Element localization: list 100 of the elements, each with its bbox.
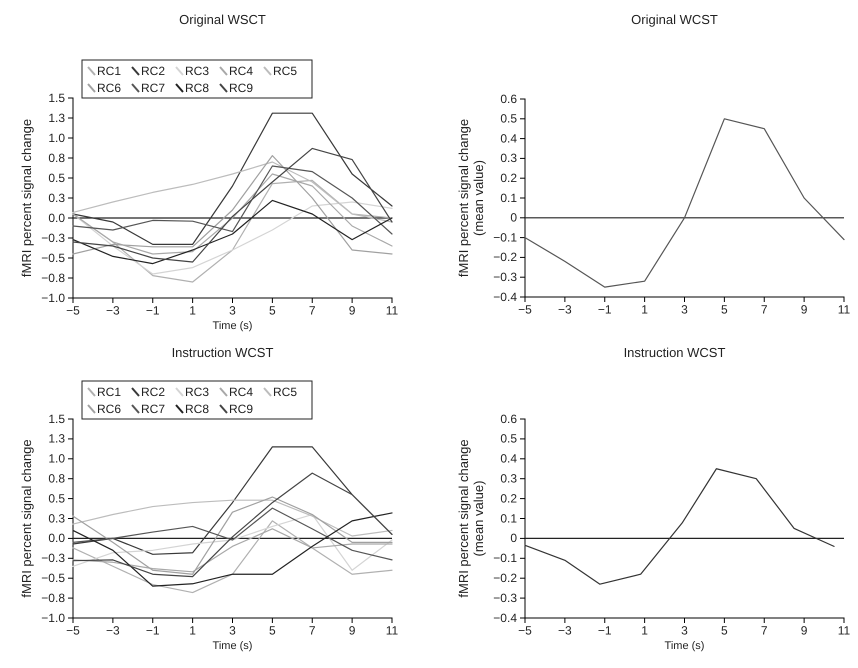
y-tick-label: 1.3 (48, 432, 66, 446)
x-axis-title: Time (s) (212, 640, 252, 652)
x-tick-label: −1 (146, 624, 160, 638)
x-tick-label: −3 (106, 624, 120, 638)
y-tick-label: −1.0 (41, 610, 66, 625)
y-tick-label: −0.8 (41, 590, 66, 605)
x-tick-label: 1 (641, 624, 648, 638)
y-tick-label: 0.6 (500, 412, 518, 426)
y-tick-label: 0.8 (48, 150, 66, 165)
x-tick-label: 11 (838, 302, 851, 317)
x-tick-label: 1 (189, 304, 196, 318)
x-tick-label: 11 (386, 624, 399, 638)
x-tick-label: 5 (721, 302, 728, 317)
x-axis-title: Time (s) (664, 640, 704, 652)
x-axis-title: Time (s) (212, 320, 252, 332)
y-tick-label: 0.5 (500, 112, 518, 126)
y-tick-label: 0 (510, 531, 518, 546)
y-tick-label: 0.0 (48, 531, 66, 546)
x-tick-label: −3 (558, 302, 572, 317)
x-tick-label: −5 (518, 302, 532, 317)
y-axis-title: fMRI percent signal change (19, 439, 34, 598)
y-axis-title: fMRI percent signal change (19, 118, 34, 278)
x-tick-label: 9 (348, 304, 356, 318)
x-tick-label: 5 (721, 624, 728, 638)
y-tick-label: 0.3 (500, 472, 518, 486)
chart-title: Original WCST (631, 12, 718, 27)
legend-label: RC9 (229, 81, 254, 95)
y-tick-label: 0.8 (48, 472, 66, 486)
chart-title: Original WSCT (179, 12, 266, 27)
y-tick-label: −0.1 (493, 230, 518, 244)
x-tick-label: −1 (146, 304, 160, 318)
y-tick-label: 1.0 (48, 452, 66, 466)
x-tick-label: 9 (348, 624, 356, 638)
legend-label: RC2 (141, 385, 166, 399)
x-tick-label: 11 (838, 624, 851, 638)
x-tick-label: 11 (386, 304, 399, 318)
x-tick-label: 5 (269, 304, 276, 318)
x-tick-label: −3 (106, 304, 120, 318)
legend-label: RC9 (229, 402, 254, 416)
y-axis-title: fMRI percent signal change (mean value) (456, 439, 486, 598)
x-tick-label: −1 (598, 624, 612, 638)
y-tick-label: −0.4 (493, 610, 518, 625)
y-tick-label: 0.3 (48, 511, 66, 526)
x-tick-label: 9 (800, 624, 808, 638)
y-tick-label: 0.5 (48, 491, 66, 506)
y-tick-label: 0.5 (48, 170, 66, 185)
y-tick-label: 0.4 (500, 131, 518, 146)
x-tick-label: 7 (760, 302, 768, 317)
y-tick-label: −0.3 (41, 551, 66, 566)
y-tick-label: 0.1 (500, 511, 518, 526)
legend-label: RC7 (141, 81, 166, 95)
legend-label: RC1 (97, 385, 122, 399)
legend-label: RC4 (229, 64, 254, 78)
x-tick-label: 3 (229, 624, 236, 638)
y-tick-label: 0.1 (500, 190, 518, 205)
chart-title: Instruction WCST (624, 345, 726, 360)
legend-label: RC6 (97, 81, 122, 95)
y-tick-label: −0.3 (493, 270, 518, 284)
y-tick-label: 0.6 (500, 92, 518, 106)
y-tick-label: 1.5 (48, 90, 66, 105)
y-tick-label: −0.5 (41, 571, 66, 586)
x-tick-label: 7 (308, 304, 316, 318)
legend-label: RC5 (273, 64, 298, 78)
legend-label: RC6 (97, 402, 122, 416)
x-tick-label: −5 (66, 624, 80, 638)
x-tick-label: 3 (681, 302, 688, 317)
y-tick-label: −1.0 (41, 290, 66, 305)
x-tick-label: 1 (189, 624, 196, 638)
x-tick-label: −3 (558, 624, 572, 638)
x-tick-label: 5 (269, 624, 276, 638)
legend-label: RC3 (185, 385, 210, 399)
x-tick-label: 7 (308, 624, 316, 638)
x-tick-label: 3 (681, 624, 688, 638)
y-tick-label: −0.2 (493, 571, 518, 586)
legend-label: RC8 (185, 402, 210, 416)
legend-label: RC8 (185, 81, 210, 95)
legend-label: RC4 (229, 385, 254, 399)
y-tick-label: −0.4 (493, 290, 518, 304)
x-tick-label: 7 (760, 624, 768, 638)
legend-label: RC1 (97, 64, 122, 78)
legend-label: RC2 (141, 64, 166, 78)
x-tick-label: −1 (598, 302, 612, 317)
x-tick-label: −5 (66, 304, 80, 318)
legend-label: RC3 (185, 64, 210, 78)
legend-label: RC7 (141, 402, 166, 416)
y-tick-label: 0 (510, 210, 518, 225)
y-axis-title: fMRI percent signal change (mean value) (456, 118, 486, 278)
y-tick-label: 1.5 (48, 412, 66, 426)
x-tick-label: 9 (800, 302, 808, 317)
y-tick-label: −0.2 (493, 250, 518, 264)
y-tick-label: 1.0 (48, 130, 66, 145)
y-tick-label: −0.3 (493, 590, 518, 605)
y-tick-label: 0.3 (48, 190, 66, 205)
y-tick-label: 1.3 (48, 110, 66, 125)
y-tick-label: 0.4 (500, 452, 518, 466)
x-tick-label: −5 (518, 624, 532, 638)
y-tick-label: 0.3 (500, 151, 518, 166)
chart-title: Instruction WCST (172, 345, 274, 360)
y-tick-label: 0.2 (500, 171, 518, 186)
y-tick-label: 0.0 (48, 210, 66, 225)
